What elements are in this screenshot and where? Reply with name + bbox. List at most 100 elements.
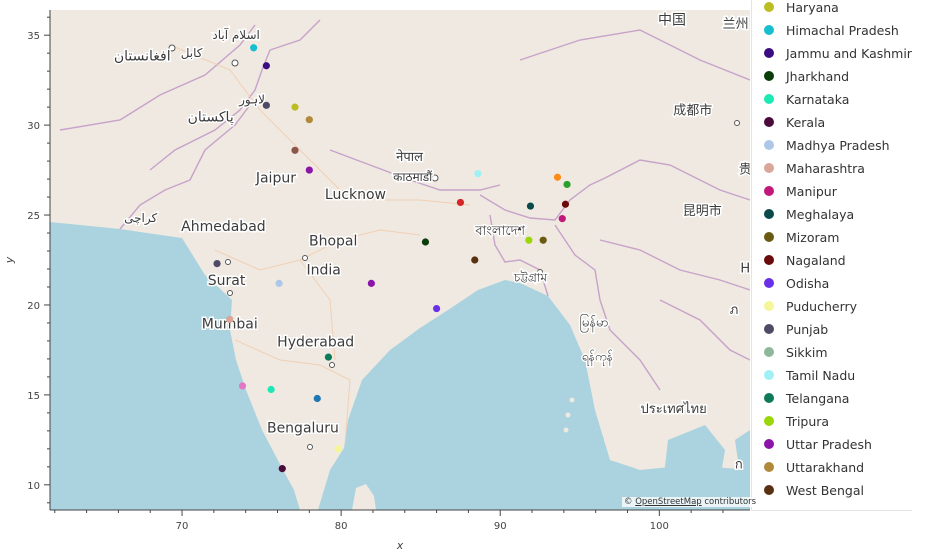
scatter-point[interactable] bbox=[275, 279, 283, 287]
map-label: 贵 bbox=[739, 163, 752, 178]
x-tick-label: 80 bbox=[335, 521, 348, 532]
scatter-point[interactable] bbox=[262, 62, 270, 70]
data-points bbox=[213, 44, 571, 473]
map-attribution: © OpenStreetMap contributors bbox=[622, 497, 759, 507]
scatter-point[interactable] bbox=[278, 465, 286, 473]
legend-item[interactable]: Haryana bbox=[764, 0, 839, 16]
map-label: မြန်မာ bbox=[580, 314, 609, 333]
legend-item[interactable]: Telangana bbox=[764, 389, 849, 407]
scatter-point[interactable] bbox=[471, 256, 479, 264]
map-label: Surat bbox=[208, 273, 246, 289]
legend-item[interactable]: Maharashtra bbox=[764, 159, 865, 177]
map-label: ภ bbox=[730, 303, 739, 318]
island bbox=[565, 412, 571, 418]
island bbox=[569, 397, 575, 403]
y-tick-label: 20 bbox=[27, 301, 40, 312]
legend-item[interactable]: Jammu and Kashmir bbox=[764, 44, 912, 62]
y-tick-label: 10 bbox=[27, 481, 40, 492]
legend-item[interactable]: Puducherry bbox=[764, 297, 857, 315]
scatter-point[interactable] bbox=[474, 170, 482, 178]
legend-item[interactable]: Punjab bbox=[764, 320, 828, 338]
legend-marker bbox=[764, 232, 774, 242]
legend-label: Haryana bbox=[786, 0, 839, 15]
scatter-point[interactable] bbox=[432, 304, 441, 313]
legend-label: Madhya Pradesh bbox=[786, 137, 890, 153]
legend-label: Telangana bbox=[786, 390, 850, 406]
legend-item[interactable]: Manipur bbox=[764, 182, 837, 200]
scatter-point[interactable] bbox=[226, 315, 234, 323]
legend-marker bbox=[764, 301, 774, 311]
legend-label: West Bengal bbox=[786, 482, 864, 498]
scatter-point[interactable] bbox=[421, 238, 430, 246]
scatter-point[interactable] bbox=[313, 394, 321, 403]
legend-label: Maharashtra bbox=[786, 160, 865, 176]
legend-item[interactable]: Nagaland bbox=[764, 251, 846, 269]
x-tick-label: 100 bbox=[650, 521, 669, 532]
y-tick-label: 35 bbox=[27, 31, 40, 42]
legend-item[interactable]: Mizoram bbox=[764, 228, 839, 246]
legend-item[interactable]: Kerala bbox=[764, 113, 825, 131]
scatter-point[interactable] bbox=[305, 116, 313, 124]
scatter-point[interactable] bbox=[238, 382, 247, 390]
map-label: काठमाडौं bbox=[393, 170, 433, 184]
legend-item[interactable]: Tamil Nadu bbox=[764, 366, 855, 384]
attribution-suffix: contributors bbox=[701, 497, 757, 507]
scatter-point[interactable] bbox=[262, 101, 270, 109]
scatter-point[interactable] bbox=[324, 353, 333, 361]
scatter-point[interactable] bbox=[558, 215, 566, 223]
legend-label: Tamil Nadu bbox=[786, 367, 856, 383]
scatter-point[interactable] bbox=[291, 103, 299, 111]
legend-item[interactable]: Madhya Pradesh bbox=[764, 136, 890, 154]
legend-item[interactable]: Sikkim bbox=[764, 343, 828, 361]
legend-label: Uttarakhand bbox=[786, 459, 865, 475]
legend-label: Puducherry bbox=[786, 298, 858, 314]
legend-label: Punjab bbox=[786, 321, 829, 337]
bay-of-bengal bbox=[318, 280, 750, 510]
arabian-sea bbox=[50, 222, 300, 510]
scatter-point[interactable] bbox=[305, 166, 313, 174]
scatter-point[interactable] bbox=[526, 202, 535, 210]
legend-item[interactable]: Uttar Pradesh bbox=[764, 435, 872, 453]
scatter-point[interactable] bbox=[539, 236, 547, 244]
map-label: India bbox=[306, 262, 340, 278]
legend-item[interactable]: West Bengal bbox=[764, 481, 864, 499]
scatter-point[interactable] bbox=[553, 173, 562, 181]
map-label: Mumbai bbox=[202, 316, 258, 332]
legend-item[interactable]: Himachal Pradesh bbox=[764, 21, 899, 39]
map-label: ก bbox=[735, 458, 743, 473]
attribution-prefix: © bbox=[624, 497, 636, 507]
scatter-point[interactable] bbox=[267, 385, 275, 394]
legend-item[interactable]: Meghalaya bbox=[764, 205, 854, 223]
scatter-point[interactable] bbox=[563, 180, 571, 189]
south-china-sea bbox=[735, 430, 750, 475]
x-tick-label: 70 bbox=[176, 521, 189, 532]
island bbox=[563, 427, 569, 433]
legend-item[interactable]: Uttarakhand bbox=[764, 458, 864, 476]
scatter-point[interactable] bbox=[456, 198, 465, 207]
legend-item[interactable]: Odisha bbox=[764, 274, 829, 292]
scatter-point[interactable] bbox=[334, 445, 342, 453]
legend-marker bbox=[764, 255, 774, 265]
legend-item[interactable]: Tripura bbox=[764, 412, 829, 430]
openstreetmap-link[interactable]: OpenStreetMap bbox=[635, 497, 702, 507]
legend-item[interactable]: Karnataka bbox=[764, 90, 849, 108]
scatter-point[interactable] bbox=[525, 236, 533, 244]
legend-label: Himachal Pradesh bbox=[786, 22, 899, 38]
borders bbox=[59, 19, 750, 391]
legend-item[interactable]: Jharkhand bbox=[764, 67, 849, 85]
map-label: Jaipur bbox=[255, 171, 296, 187]
legend-marker bbox=[764, 393, 774, 403]
map-label: اسلام آباد bbox=[212, 27, 259, 42]
scatter-point[interactable] bbox=[561, 200, 570, 208]
legend-marker bbox=[764, 186, 774, 196]
scatter-point[interactable] bbox=[213, 259, 221, 268]
city-markers bbox=[168, 44, 740, 450]
y-tick-label: 30 bbox=[27, 121, 40, 132]
scatter-point[interactable] bbox=[250, 44, 258, 52]
scatter-point[interactable] bbox=[367, 279, 375, 287]
legend-marker bbox=[764, 117, 774, 127]
legend-marker bbox=[764, 416, 774, 426]
scatter-point[interactable] bbox=[291, 146, 299, 154]
legend: Haryana Himachal Pradesh Jammu and Kashmir… bbox=[751, 0, 912, 511]
